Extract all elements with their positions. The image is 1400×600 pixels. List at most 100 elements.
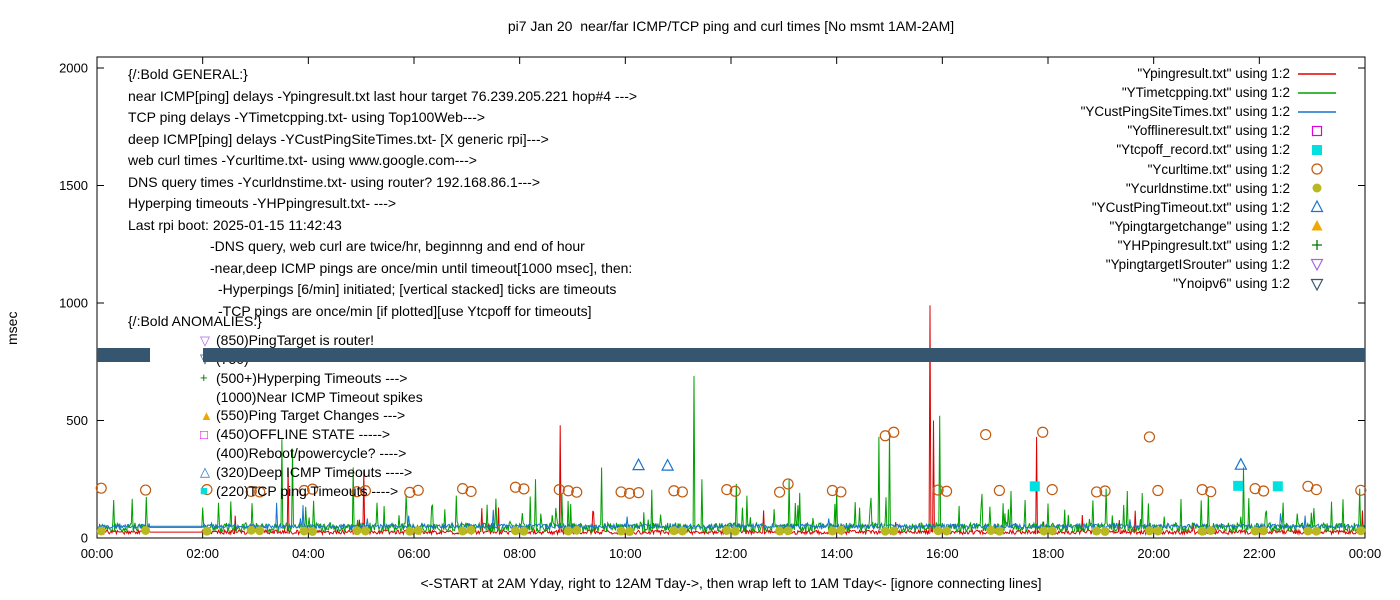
anomaly-marker-icon: ▲	[200, 407, 213, 423]
chart-title: pi7 Jan 20 near/far ICMP/TCP ping and cu…	[507, 18, 955, 34]
anomaly-line: △ (320)Deep ICMP Timeouts ---->	[128, 462, 423, 481]
x-tick-label: 14:00	[820, 546, 853, 561]
legend-item-label: "Ypingresult.txt" using 1:2	[1137, 66, 1290, 82]
anomaly-text: (450)OFFLINE STATE ----->	[216, 426, 391, 443]
x-tick-label: 10:00	[609, 546, 642, 561]
anomaly-text: (850)PingTarget is router!	[216, 332, 374, 349]
legend-item-sample-triangle-down-open-icon	[1296, 256, 1338, 272]
y-tick-label: 2000	[59, 61, 88, 76]
general-line: web curl times -Ycurltime.txt- using www…	[128, 152, 477, 168]
anomaly-marker-icon: +	[200, 370, 208, 386]
general-line: TCP ping delays -YTimetcpping.txt- using…	[128, 109, 486, 125]
legend-item-sample-line-icon	[1296, 104, 1338, 120]
legend-item: "Ypingtargetchange" using 1:2	[1081, 217, 1338, 236]
legend-item: "Ynoipv6" using 1:2	[1081, 274, 1338, 293]
legend-item-sample-triangle-up-open-icon	[1296, 199, 1338, 215]
anomaly-line: (1000)Near ICMP Timeout spikes	[128, 387, 423, 406]
legend-item: "YpingtargetISrouter" using 1:2	[1081, 255, 1338, 274]
anomaly-text: (1000)Near ICMP Timeout spikes	[216, 388, 423, 405]
legend-item: "Ypingresult.txt" using 1:2	[1081, 64, 1338, 83]
anomaly-text: (220)TCP ping Timeouts ---->	[216, 482, 399, 499]
general-line: DNS query times -Ycurldnstime.txt- using…	[128, 173, 541, 190]
anomaly-line: ▽ (850)PingTarget is router!	[128, 331, 423, 350]
anomalies-annotations: {/:Bold ANOMALIES:} ▽ (850)PingTarget is r…	[128, 312, 423, 500]
series-YTimetcpping.txt	[96, 375, 1366, 534]
general-line: -TCP pings are once/min [if plotted][use…	[218, 302, 592, 319]
series-YCustPingTimeout.txt	[632, 457, 1248, 471]
legend: "Ypingresult.txt" using 1:2 "YTimetcpping…	[1081, 64, 1338, 293]
legend-item-label: "Ycurldnstime.txt" using 1:2	[1125, 180, 1290, 196]
noipv6-band-segment	[97, 347, 150, 363]
anomaly-line: □ (450)OFFLINE STATE ----->	[128, 425, 423, 444]
anomaly-text: {/:Bold ANOMALIES:}	[128, 313, 262, 330]
general-line: {/:Bold GENERAL:}	[128, 66, 248, 82]
anomaly-marker-icon: □	[200, 426, 208, 442]
legend-item-label: "YpingtargetISrouter" using 1:2	[1105, 256, 1290, 272]
anomaly-marker-icon: ▽	[200, 332, 210, 348]
anomaly-text: (550)Ping Target Changes --->	[216, 407, 406, 424]
legend-item-label: "YHPpingresult.txt" using 1:2	[1117, 237, 1290, 253]
legend-item-sample-square-filled-icon	[1296, 142, 1338, 158]
anomaly-line: + (500+)Hyperping Timeouts --->	[128, 368, 423, 387]
legend-item: "Yofflineresult.txt" using 1:2	[1081, 121, 1338, 140]
legend-item-sample-square-open-icon	[1296, 123, 1338, 139]
noipv6-band-segment	[202, 347, 1365, 363]
series-Ycurltime.txt	[95, 426, 1367, 499]
general-line: Hyperping timeouts -YHPpingresult.txt- -…	[128, 195, 397, 211]
anomaly-marker-icon: △	[200, 464, 210, 480]
y-tick-label: 500	[66, 413, 88, 428]
y-tick-label: 1500	[59, 178, 88, 193]
legend-item-label: "Ynoipv6" using 1:2	[1173, 276, 1290, 292]
x-tick-label: 20:00	[1137, 546, 1170, 561]
legend-item: "YHPpingresult.txt" using 1:2	[1081, 236, 1338, 255]
anomaly-line: (400)Reboot/powercycle? ---->	[128, 444, 423, 463]
x-tick-label: 00:00	[1349, 546, 1382, 561]
x-tick-label: 16:00	[926, 546, 959, 561]
x-tick-label: 02:00	[186, 546, 219, 561]
legend-item: "YCustPingTimeout.txt" using 1:2	[1081, 198, 1338, 217]
legend-item-sample-circle-open-icon	[1296, 161, 1338, 177]
anomaly-line: ▲ (550)Ping Target Changes --->	[128, 406, 423, 425]
legend-item: "Ycurltime.txt" using 1:2	[1081, 159, 1338, 178]
general-line: -near,deep ICMP pings are once/min until…	[210, 259, 633, 276]
legend-item-label: "YCustPingTimeout.txt" using 1:2	[1091, 199, 1290, 215]
y-axis-label: msec	[4, 311, 20, 345]
general-line: Last rpi boot: 2025-01-15 11:42:43	[128, 216, 342, 233]
general-line: near ICMP[ping] delays -Ypingresult.txt …	[128, 87, 638, 104]
legend-item-label: "YCustPingSiteTimes.txt" using 1:2	[1080, 104, 1290, 120]
legend-item: "YTimetcpping.txt" using 1:2	[1081, 83, 1338, 102]
x-axis-caption: <-START at 2AM Yday, right to 12AM Tday-…	[420, 575, 1042, 591]
anomaly-text: (500+)Hyperping Timeouts --->	[216, 369, 408, 386]
legend-item: "Ytcpoff_record.txt" using 1:2	[1081, 140, 1338, 159]
legend-item-sample-triangle-up-filled-icon	[1296, 218, 1338, 234]
x-tick-label: 08:00	[503, 546, 536, 561]
x-tick-label: 12:00	[715, 546, 748, 561]
legend-item-sample-plus-icon	[1296, 237, 1338, 253]
legend-item-label: "YTimetcpping.txt" using 1:2	[1121, 85, 1290, 101]
series-YCustPingSiteTimes.txt	[96, 502, 1366, 531]
legend-item-label: "Ypingtargetchange" using 1:2	[1109, 218, 1290, 234]
x-tick-label: 06:00	[398, 546, 431, 561]
anomaly-line: {/:Bold ANOMALIES:}	[128, 312, 423, 331]
legend-item-label: "Ycurltime.txt" using 1:2	[1147, 161, 1290, 177]
general-line: -DNS query, web curl are twice/hr, begin…	[210, 238, 585, 254]
x-tick-label: 00:00	[81, 546, 114, 561]
y-tick-label: 0	[81, 531, 88, 546]
general-line: deep ICMP[ping] delays -YCustPingSiteTim…	[128, 130, 549, 147]
legend-item-sample-triangle-down-open-icon	[1296, 276, 1338, 292]
legend-item: "YCustPingSiteTimes.txt" using 1:2	[1081, 102, 1338, 121]
legend-item-label: "Ytcpoff_record.txt" using 1:2	[1116, 142, 1290, 158]
legend-item-sample-line-icon	[1296, 66, 1338, 82]
series-Ytcpoff_record.txt	[1029, 480, 1283, 492]
legend-item-sample-line-icon	[1296, 85, 1338, 101]
x-tick-label: 18:00	[1032, 546, 1065, 561]
series-Ycurldnstime.txt	[96, 525, 1366, 536]
x-tick-label: 22:00	[1243, 546, 1276, 561]
anomaly-text: (400)Reboot/powercycle? ---->	[216, 444, 407, 461]
anomaly-marker-icon: ■	[200, 483, 208, 499]
x-tick-label: 04:00	[292, 546, 325, 561]
general-annotations: {/:Bold GENERAL:} near ICMP[ping] delays …	[128, 64, 637, 322]
y-tick-label: 1000	[59, 296, 88, 311]
